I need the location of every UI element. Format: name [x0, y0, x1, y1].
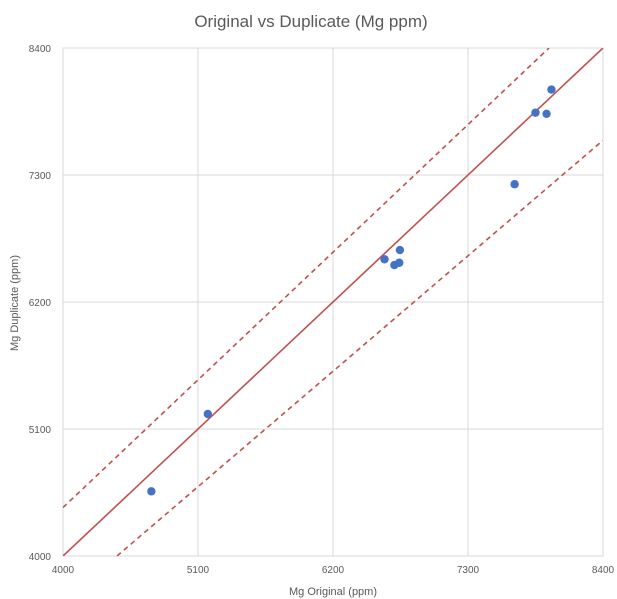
data-point: [395, 245, 405, 255]
data-point: [531, 108, 540, 117]
x-tick-label: 8400: [592, 565, 615, 576]
data-point: [547, 85, 556, 94]
data-point: [147, 487, 156, 496]
x-tick-label: 6200: [322, 565, 345, 576]
x-tick-label: 5100: [187, 565, 210, 576]
y-tick-label: 8400: [29, 44, 52, 55]
axes: [62, 47, 604, 557]
tolerance-line: [63, 48, 550, 509]
y-tick-label: 6200: [29, 298, 52, 309]
y-tick-label: 4000: [29, 552, 52, 563]
x-tick-label: 7300: [457, 565, 480, 576]
data-point: [395, 258, 404, 267]
data-point: [510, 180, 519, 189]
y-tick-label: 5100: [29, 425, 52, 436]
y-axis-label: Mg Duplicate (ppm): [9, 255, 21, 351]
one-to-one-line: [63, 48, 603, 556]
x-tick-label: 4000: [52, 565, 75, 576]
data-points: [147, 85, 556, 496]
plot-area-border: [62, 47, 604, 557]
y-tick-label: 7300: [29, 171, 52, 182]
chart-title: Original vs Duplicate (Mg ppm): [194, 12, 427, 31]
tick-labels: 4000 5100 6200 7300 8400 4000 5100 6200 7300 8400: [29, 44, 615, 576]
reference-lines: [63, 48, 603, 556]
data-point: [542, 109, 551, 119]
data-point: [203, 409, 213, 419]
data-point: [380, 255, 389, 264]
tolerance-line: [116, 139, 603, 556]
x-axis-label: Mg Original (ppm): [289, 586, 377, 598]
